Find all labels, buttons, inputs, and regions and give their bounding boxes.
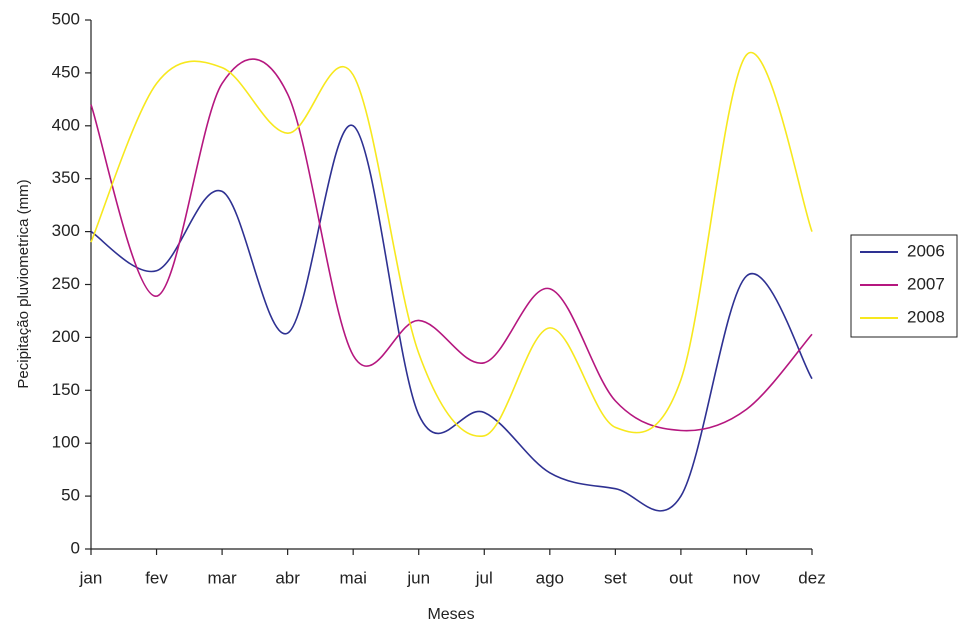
- y-tick-label: 500: [52, 9, 80, 28]
- x-tick-label: dez: [798, 568, 825, 587]
- y-tick-label: 200: [52, 327, 80, 346]
- x-tick-label: ago: [536, 568, 564, 587]
- y-tick-label: 50: [61, 486, 80, 505]
- x-tick-label: mar: [207, 568, 237, 587]
- y-tick-label: 450: [52, 62, 80, 81]
- y-tick-label: 300: [52, 221, 80, 240]
- series-line: [91, 59, 812, 431]
- x-tick-label: out: [669, 568, 693, 587]
- y-tick-label: 100: [52, 433, 80, 452]
- x-tick-label: fev: [145, 568, 168, 587]
- y-tick-label: 400: [52, 115, 80, 134]
- series-line: [91, 125, 812, 511]
- series-line: [91, 52, 812, 436]
- y-tick-label: 350: [52, 168, 80, 187]
- legend-label: 2007: [907, 274, 945, 293]
- y-tick-label: 250: [52, 274, 80, 293]
- x-tick-label: abr: [275, 568, 300, 587]
- y-tick-label: 0: [71, 538, 80, 557]
- x-tick-label: jul: [475, 568, 493, 587]
- x-axis-label: Meses: [427, 606, 474, 623]
- x-tick-label: jun: [406, 568, 430, 587]
- chart: Pecipitação pluviometrica (mm) Meses 0 50…: [0, 0, 959, 626]
- x-tick-label: nov: [733, 568, 761, 587]
- y-tick-label: 150: [52, 380, 80, 399]
- legend-label: 2006: [907, 241, 945, 260]
- x-tick-label: mai: [339, 568, 366, 587]
- x-tick-label: jan: [79, 568, 103, 587]
- x-tick-label: set: [604, 568, 627, 587]
- y-axis-label: Pecipitação pluviometrica (mm): [15, 179, 32, 388]
- legend-label: 2008: [907, 307, 945, 326]
